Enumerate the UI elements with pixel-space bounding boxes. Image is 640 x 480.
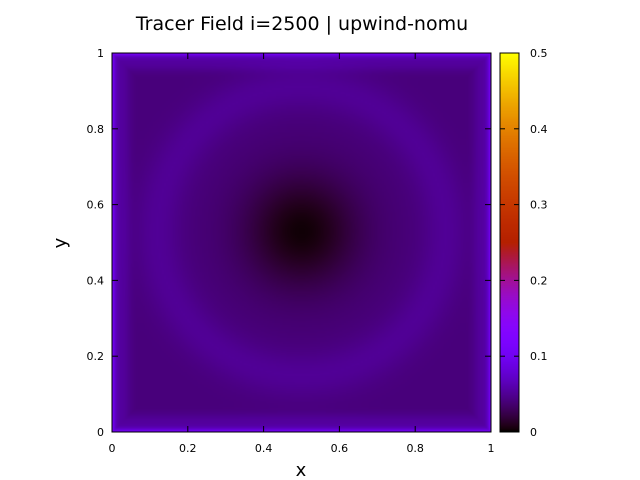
colorbar-tick-label: 0.2 — [530, 274, 548, 287]
colorbar-gradient — [500, 53, 519, 432]
y-tick-label: 1 — [97, 47, 104, 60]
x-tick-label: 1 — [488, 442, 495, 455]
colorbar-frame — [499, 52, 520, 433]
y-axis-label: y — [50, 237, 71, 248]
plot-frame — [111, 52, 492, 433]
colorbar-tick-label: 0 — [530, 426, 537, 439]
x-tick-label: 0.8 — [406, 442, 424, 455]
y-tick-label: 0.8 — [87, 123, 105, 136]
colorbar-tick-label: 0.1 — [530, 350, 548, 363]
colorbar-tick-label: 0.5 — [530, 47, 548, 60]
colorbar-ticks: 0 0.1 0.2 0.3 0.4 0.5 — [500, 47, 548, 439]
chart-title: Tracer Field i=2500 | upwind-nomu — [135, 13, 468, 35]
colorbar-tick-label: 0.4 — [530, 123, 548, 136]
colorbar-tick-label: 0.3 — [530, 199, 548, 212]
y-tick-label: 0 — [97, 426, 104, 439]
x-axis-label: x — [296, 460, 307, 480]
heatmap-image — [112, 53, 491, 432]
x-tick-label: 0.2 — [179, 442, 197, 455]
y-tick-label: 0.6 — [87, 199, 105, 212]
x-tick-label: 0.4 — [255, 442, 273, 455]
y-tick-label: 0.2 — [87, 350, 105, 363]
x-axis-ticks: 0 0.2 0.4 0.6 0.8 1 — [109, 53, 495, 455]
y-tick-label: 0.4 — [87, 274, 105, 287]
x-tick-label: 0 — [109, 442, 116, 455]
y-axis-ticks: 0 0.2 0.4 0.6 0.8 1 — [87, 47, 491, 439]
x-tick-label: 0.6 — [331, 442, 349, 455]
